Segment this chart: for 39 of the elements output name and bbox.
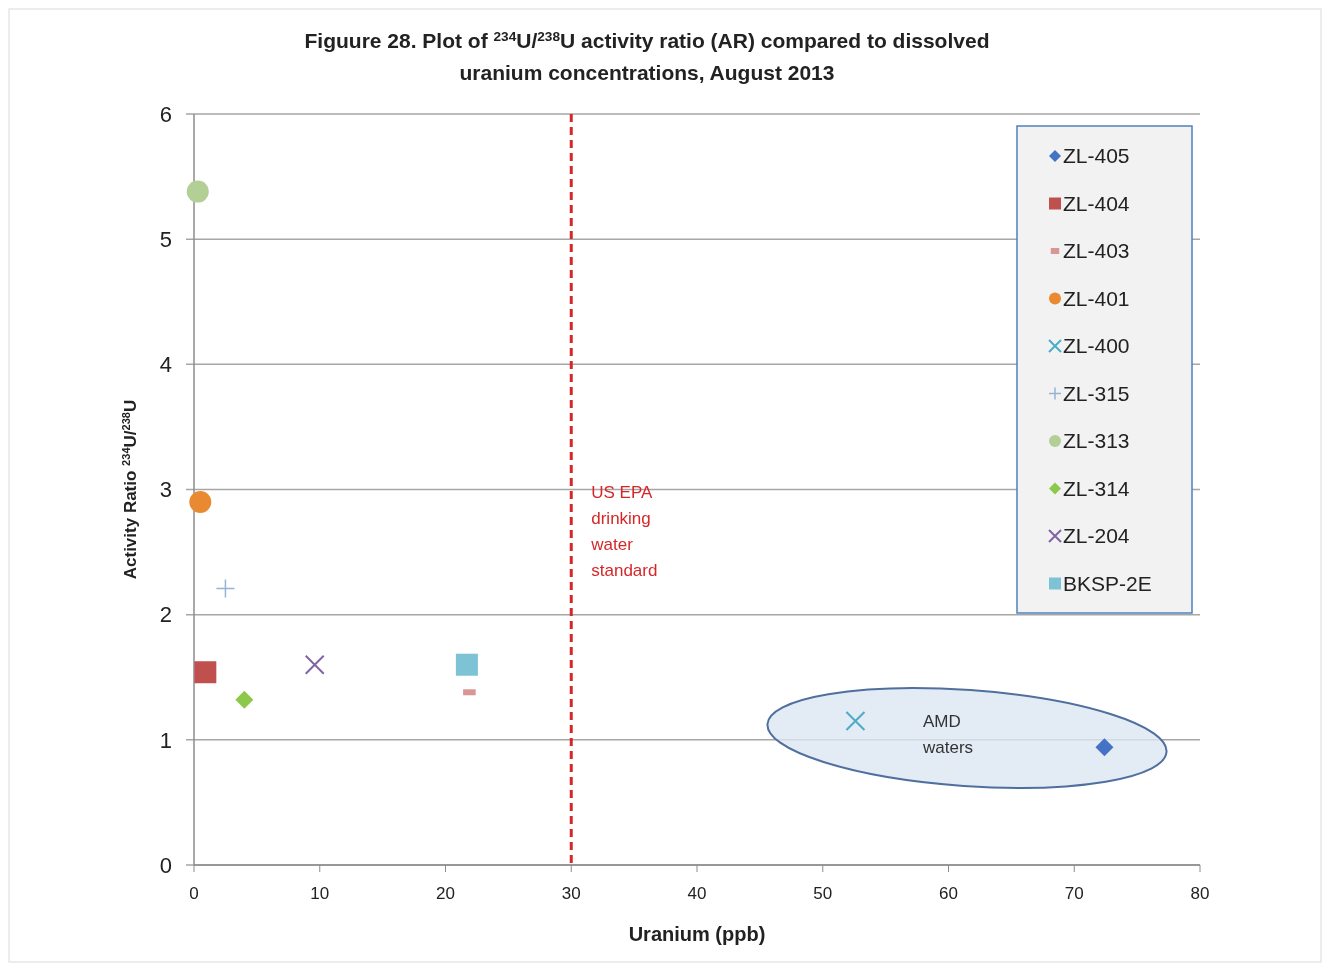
- y-tick-label: 2: [159, 602, 172, 628]
- legend-label: ZL-314: [1063, 476, 1130, 500]
- x-tick-label: 60: [939, 884, 958, 903]
- point: [194, 661, 217, 684]
- point: [186, 180, 209, 203]
- legend-label: ZL-315: [1063, 381, 1130, 405]
- legend-label: ZL-400: [1063, 334, 1130, 358]
- point: [215, 578, 236, 599]
- y-tick-label: 3: [159, 477, 172, 503]
- legend-label: ZL-404: [1063, 191, 1130, 215]
- legend-label: ZL-405: [1063, 144, 1130, 168]
- x-axis-title: Uranium (ppb): [628, 923, 766, 945]
- x-tick-label: 50: [813, 884, 833, 903]
- x-tick-label: 20: [436, 884, 455, 903]
- x-tick-label: 30: [561, 884, 581, 903]
- y-tick-label: 0: [159, 852, 172, 878]
- point: [845, 711, 866, 732]
- legend-label: ZL-204: [1063, 524, 1130, 548]
- annotation: AMD waters: [922, 712, 974, 757]
- y-tick-label: 1: [159, 727, 172, 753]
- point: [189, 491, 212, 514]
- x-tick-label: 70: [1064, 884, 1084, 903]
- y-tick-label: 4: [159, 352, 172, 378]
- point: [455, 653, 478, 676]
- x-tick-label: 10: [310, 884, 330, 903]
- chart-title: Figuure 28. Plot of $^{234}$U/$^{238}$U activity ratio (AR) compared to dissolved uranium concentrations, August 2013: [304, 28, 990, 84]
- x-tick-label: 0: [189, 884, 199, 903]
- legend-label: BKSP-2E: [1063, 571, 1152, 595]
- point: [304, 654, 325, 675]
- ref-line-label: US EPA drinking water standard: [590, 482, 658, 580]
- x-tick-label: 40: [687, 884, 707, 903]
- y-tick-label: 6: [159, 101, 172, 127]
- point: [1095, 738, 1114, 757]
- y-tick-label: 5: [159, 226, 172, 252]
- x-tick-label: 80: [1190, 884, 1210, 903]
- legend-label: ZL-313: [1063, 429, 1130, 453]
- legend-label: ZL-403: [1063, 239, 1130, 263]
- legend-label: ZL-401: [1063, 286, 1130, 310]
- point: [235, 690, 254, 709]
